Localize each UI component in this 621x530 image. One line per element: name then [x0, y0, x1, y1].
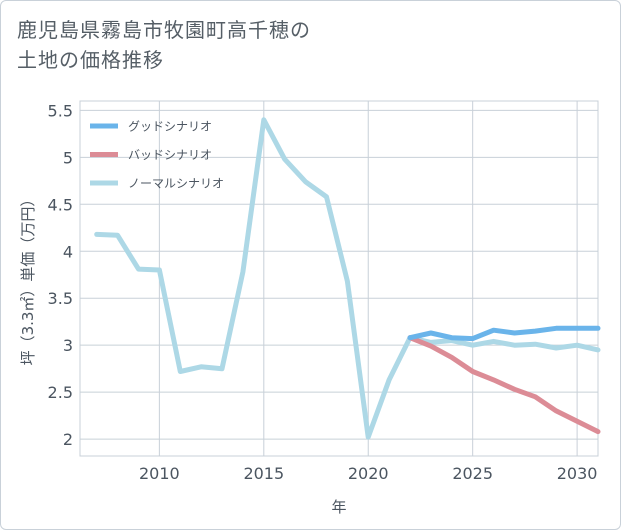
series-line — [407, 335, 601, 435]
plot-frame — [79, 100, 599, 457]
y-tick-labels: 2 2.5 3 3.5 4 4.5 5 5.5 — [48, 101, 73, 449]
x-tick-label: 2030 — [557, 464, 598, 483]
x-tick-label: 2025 — [452, 464, 493, 483]
y-tick-label: 4 — [63, 242, 73, 261]
y-tick-label: 3.5 — [48, 289, 73, 308]
chart-title-line2: 土地の価格推移 — [17, 48, 164, 72]
y-tick-label: 5 — [63, 148, 73, 167]
legend-label: グッドシナリオ — [128, 120, 212, 134]
legend-label: バッドシナリオ — [128, 148, 212, 162]
y-tick-label: 2 — [63, 430, 73, 449]
y-tick-label: 5.5 — [48, 101, 73, 120]
y-tick-label: 4.5 — [48, 195, 73, 214]
grid-lines — [79, 100, 599, 457]
x-tick-labels: 2010 2015 2020 2025 2030 — [139, 464, 597, 483]
x-axis-title: 年 — [331, 498, 346, 516]
x-tick-label: 2015 — [243, 464, 284, 483]
x-tick-label: 2020 — [348, 464, 389, 483]
chart-title: 鹿児島県霧島市牧園町高千穂の 土地の価格推移 — [17, 15, 311, 75]
series-line — [407, 325, 601, 342]
x-tick-label: 2010 — [139, 464, 180, 483]
y-axis-title: 坪（3.3㎡）単価（万円） — [19, 192, 37, 366]
y-tick-label: 2.5 — [48, 383, 73, 402]
chart-title-line1: 鹿児島県霧島市牧園町高千穂の — [17, 18, 311, 42]
series-lines — [94, 117, 601, 440]
y-tick-label: 3 — [63, 336, 73, 355]
series-line — [94, 117, 601, 440]
legend-label: ノーマルシナリオ — [128, 177, 224, 191]
